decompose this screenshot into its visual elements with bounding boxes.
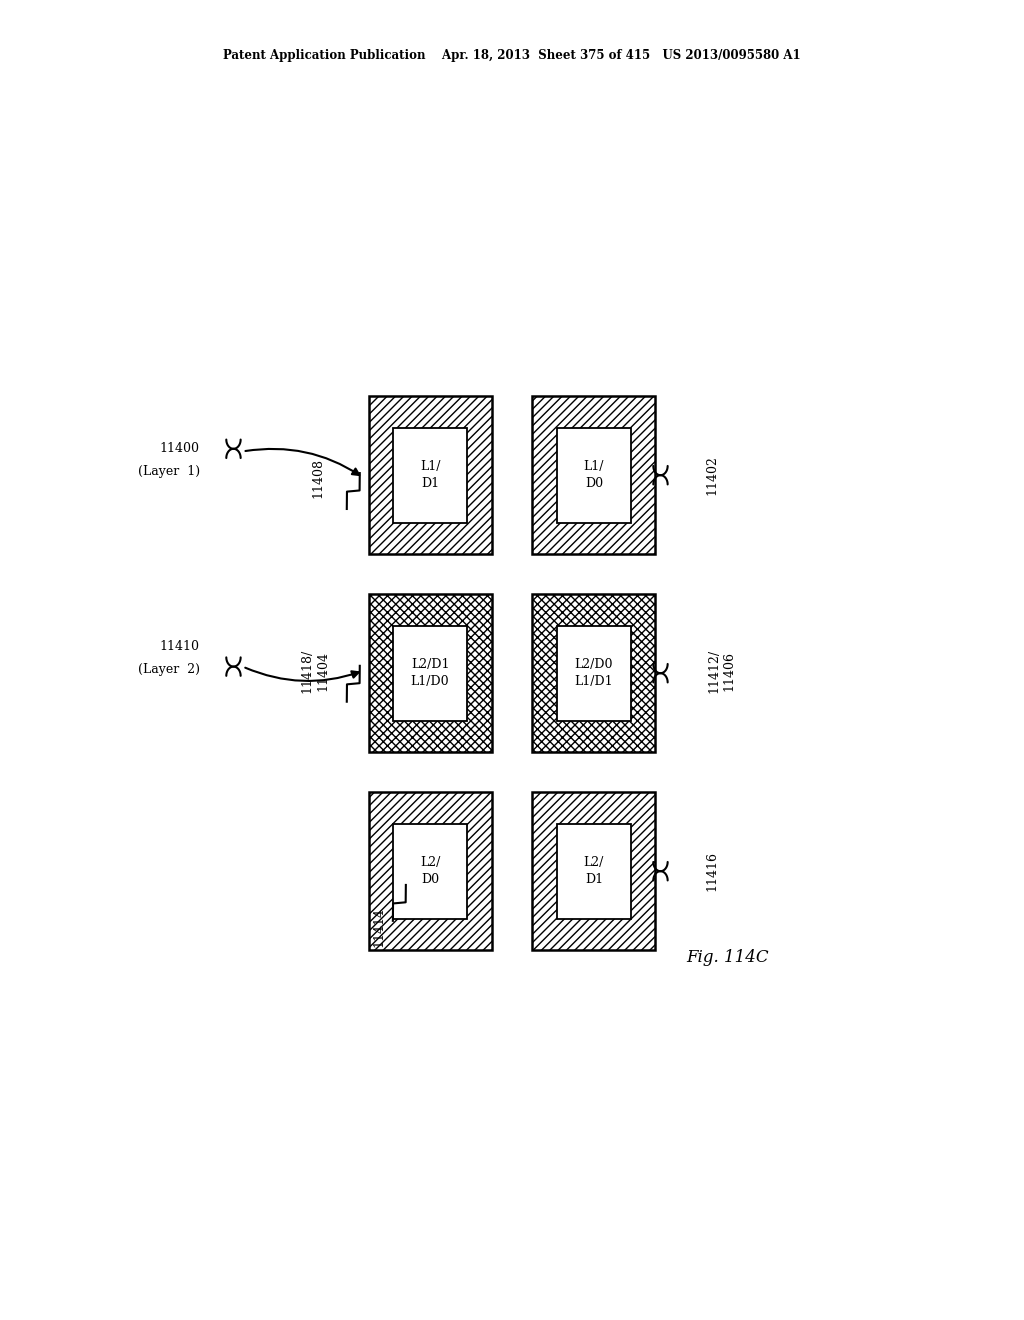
Text: L2/D0
L1/D1: L2/D0 L1/D1 [574,659,613,688]
Text: 11416: 11416 [706,851,718,891]
Bar [393,428,467,523]
Bar [532,594,655,752]
Text: Fig. 114C: Fig. 114C [686,949,769,965]
Text: 11406: 11406 [723,651,735,690]
Text: L2/
D0: L2/ D0 [420,857,440,886]
Bar [532,396,655,554]
Text: (Layer  1): (Layer 1) [138,465,200,478]
Bar [557,824,631,919]
Bar [369,594,492,752]
Text: 11418/: 11418/ [301,648,313,693]
Bar [393,626,467,721]
Bar [557,626,631,721]
Text: 11400: 11400 [159,442,200,455]
Bar [369,396,492,554]
Text: Patent Application Publication    Apr. 18, 2013  Sheet 375 of 415   US 2013/0095: Patent Application Publication Apr. 18, … [223,49,801,62]
Text: L2/
D1: L2/ D1 [584,857,604,886]
Text: 11414: 11414 [373,907,385,946]
Bar [393,824,467,919]
Bar [369,792,492,950]
Text: L1/
D1: L1/ D1 [420,461,440,490]
Text: L1/
D0: L1/ D0 [584,461,604,490]
Text: 11412/: 11412/ [708,648,720,693]
Text: 11402: 11402 [706,455,718,495]
Text: 11410: 11410 [159,640,200,653]
Bar [532,792,655,950]
Text: 11404: 11404 [316,651,329,690]
Text: (Layer  2): (Layer 2) [138,663,200,676]
Text: L2/D1
L1/D0: L2/D1 L1/D0 [411,659,450,688]
Text: 11408: 11408 [311,458,324,498]
Bar [557,428,631,523]
